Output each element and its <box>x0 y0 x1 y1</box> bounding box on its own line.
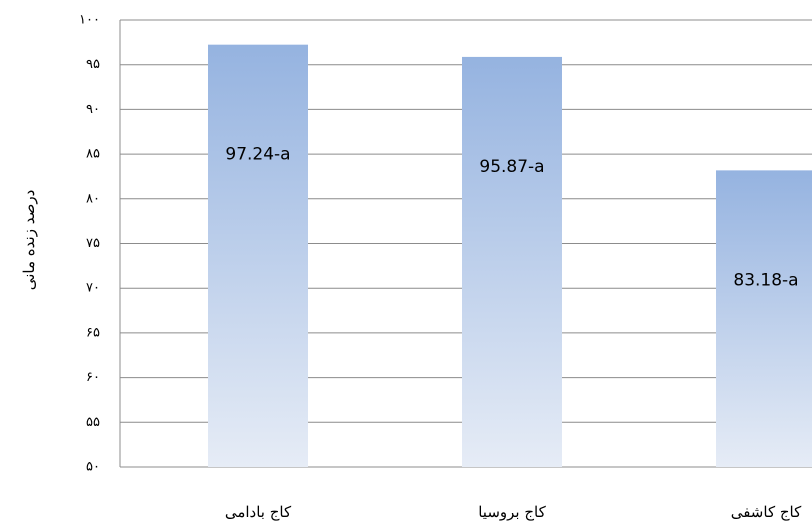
y-tick-label: ۸۵ <box>86 147 100 162</box>
y-tick-label: ۹۰ <box>86 102 100 117</box>
value-label: 95.87-a <box>479 157 544 177</box>
y-tick-label: ۷۵ <box>86 236 100 251</box>
y-tick-label: ۵۵ <box>86 415 100 430</box>
x-tick-label: کاج کاشفی <box>731 503 802 521</box>
value-label: 97.24-a <box>225 145 290 165</box>
y-axis-label: درصد زنده مانی <box>20 190 38 291</box>
y-tick-label: ۵۰ <box>86 460 100 475</box>
y-tick-label: ۶۰ <box>86 370 100 385</box>
y-tick-label: ۶۵ <box>86 325 100 340</box>
x-tick-label: کاج بادامی <box>225 503 292 521</box>
value-label: 83.18-a <box>733 270 798 290</box>
x-tick-label: کاج بروسیا <box>478 503 546 521</box>
y-tick-label: ۷۰ <box>86 281 100 296</box>
bar <box>462 56 562 467</box>
y-tick-label: ۸۰ <box>86 191 100 206</box>
bar <box>208 44 308 467</box>
y-tick-label: ۱۰۰ <box>79 13 100 28</box>
y-tick-label: ۹۵ <box>86 57 100 72</box>
bar <box>716 170 812 468</box>
